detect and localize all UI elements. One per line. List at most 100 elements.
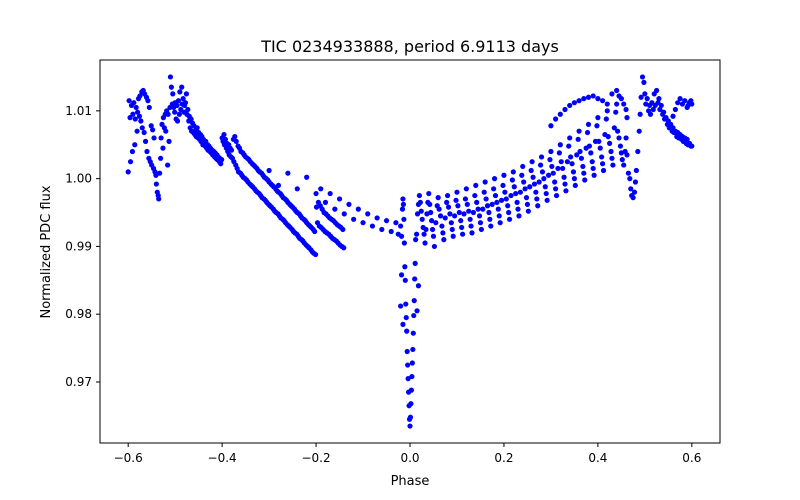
data-point <box>185 106 191 113</box>
data-point <box>653 87 660 94</box>
data-point <box>576 98 582 104</box>
data-point <box>170 91 176 97</box>
data-point <box>515 206 521 212</box>
data-point <box>447 211 453 217</box>
data-point <box>464 201 470 207</box>
data-point <box>550 170 556 176</box>
data-point <box>516 213 522 219</box>
data-point <box>545 172 552 178</box>
data-point <box>522 186 528 192</box>
data-point <box>564 159 570 165</box>
data-point <box>428 209 434 216</box>
data-point <box>156 196 162 202</box>
data-point <box>556 150 562 156</box>
data-point <box>557 142 563 148</box>
data-point <box>506 209 512 216</box>
data-point <box>412 260 418 266</box>
data-point <box>575 136 581 142</box>
x-tick-label: 0.0 <box>400 451 419 465</box>
data-point <box>413 231 420 237</box>
data-point <box>455 203 461 209</box>
data-point <box>599 154 605 160</box>
data-point <box>502 189 508 195</box>
data-point <box>632 179 639 185</box>
data-point <box>145 98 151 104</box>
data-point <box>433 220 439 226</box>
data-point <box>158 135 164 141</box>
data-point <box>313 190 319 197</box>
data-point <box>232 134 238 140</box>
data-point <box>604 108 610 114</box>
data-point <box>398 272 405 278</box>
data-point <box>332 206 338 212</box>
y-tick-label: 0.98 <box>65 307 92 321</box>
data-point <box>450 233 456 239</box>
data-point <box>553 192 560 199</box>
x-tick-label: −0.2 <box>301 451 330 465</box>
data-point <box>576 128 582 134</box>
data-point <box>312 251 319 258</box>
data-point <box>569 161 575 167</box>
data-point <box>430 233 437 239</box>
data-point <box>473 182 479 189</box>
data-point <box>607 140 613 146</box>
data-point <box>560 165 566 172</box>
data-point <box>393 220 399 226</box>
data-point <box>410 330 416 336</box>
data-point <box>403 314 409 321</box>
data-point <box>422 240 428 246</box>
data-point <box>535 203 541 209</box>
data-point <box>133 104 139 111</box>
data-point <box>580 163 586 170</box>
data-point <box>585 94 592 100</box>
data-point <box>627 176 633 182</box>
data-point <box>577 148 583 155</box>
data-point <box>571 176 577 182</box>
data-point <box>508 192 514 199</box>
x-tick-label: −0.4 <box>208 451 237 465</box>
data-point <box>414 211 421 217</box>
data-point <box>312 228 318 235</box>
data-point <box>448 220 454 226</box>
data-point <box>141 129 147 136</box>
x-tick-label: 0.6 <box>682 451 701 465</box>
data-point <box>327 190 333 197</box>
data-point <box>558 159 564 165</box>
data-points <box>125 74 695 429</box>
data-point <box>599 161 606 167</box>
data-point <box>458 218 464 224</box>
data-point <box>221 131 227 138</box>
data-point <box>441 237 447 243</box>
data-point <box>167 74 174 80</box>
data-point <box>383 218 390 224</box>
data-point <box>597 145 603 151</box>
data-point <box>134 128 140 134</box>
data-point <box>131 100 137 106</box>
data-point <box>496 213 502 219</box>
data-point <box>595 115 601 121</box>
data-point <box>594 123 600 129</box>
data-point <box>639 74 646 80</box>
data-point <box>521 179 527 185</box>
data-point <box>623 106 629 113</box>
data-point <box>480 206 486 212</box>
data-point <box>130 111 136 117</box>
data-point <box>519 172 525 178</box>
data-point <box>442 215 448 221</box>
data-point <box>407 423 413 429</box>
data-point <box>567 135 573 141</box>
data-point <box>661 109 667 115</box>
data-point <box>553 186 559 192</box>
data-point <box>621 162 627 168</box>
data-point <box>165 162 171 168</box>
data-point <box>590 165 596 172</box>
data-point <box>514 199 520 205</box>
data-point <box>596 138 602 144</box>
data-point <box>642 91 648 97</box>
data-point <box>445 204 452 210</box>
data-point <box>553 116 559 122</box>
data-point <box>506 216 513 222</box>
data-point <box>340 226 346 233</box>
data-point <box>578 155 585 161</box>
data-point <box>411 312 417 319</box>
